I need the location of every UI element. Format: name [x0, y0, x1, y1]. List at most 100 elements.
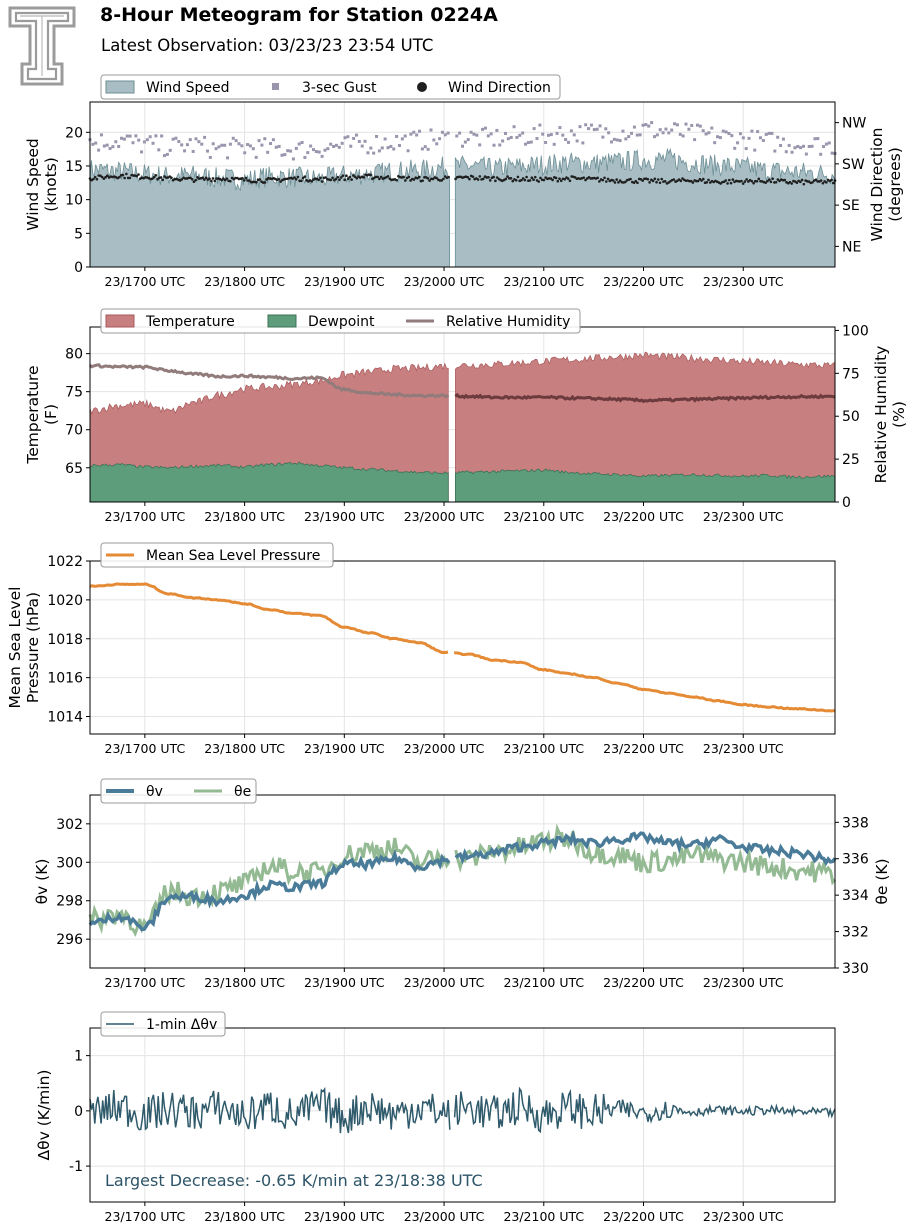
x-tick-label: 23/2300 UTC — [703, 509, 784, 524]
y2-tick-label: 330 — [842, 961, 869, 977]
gust-point — [541, 132, 545, 136]
gust-point — [638, 133, 642, 137]
x-tick-label: 23/2000 UTC — [404, 975, 485, 990]
dewpoint-area — [89, 461, 449, 503]
x-tick-label: 23/2100 UTC — [503, 1209, 584, 1224]
gust-point — [334, 143, 338, 147]
wind-direction-point — [331, 176, 334, 180]
gust-point — [816, 137, 820, 141]
wind-direction-point — [341, 174, 345, 177]
x-tick-label: 23/1700 UTC — [105, 1209, 186, 1224]
gust-point — [122, 137, 126, 141]
y-tick-label: 75 — [65, 385, 83, 401]
wind-direction-point — [229, 179, 232, 183]
x-tick-label: 23/2200 UTC — [603, 1209, 684, 1224]
gust-point — [552, 142, 556, 146]
gust-point — [483, 126, 487, 130]
legend-swatch — [417, 82, 427, 92]
gust-point — [589, 123, 593, 127]
wind-direction-point — [530, 176, 534, 180]
wind-direction-point — [395, 178, 398, 182]
gust-point — [690, 123, 694, 127]
gust-point — [501, 139, 505, 143]
gust-point — [529, 140, 533, 144]
wind-direction-point — [350, 178, 353, 181]
gust-point — [148, 135, 152, 139]
gust-point — [770, 131, 774, 135]
gust-point — [220, 143, 224, 147]
wind-direction-point — [339, 176, 343, 179]
gust-point — [776, 135, 780, 139]
legend-box — [100, 778, 257, 804]
wind-direction-point — [582, 176, 586, 179]
y2-tick-label: SE — [842, 198, 860, 214]
wind-direction-point — [378, 177, 381, 181]
y2-tick-label: NE — [842, 239, 861, 255]
gust-point — [191, 149, 195, 153]
gust-point — [630, 131, 634, 135]
gust-point — [440, 130, 444, 134]
wind-direction-point — [220, 178, 223, 182]
wind-direction-point — [601, 178, 605, 182]
wind-direction-point — [696, 179, 700, 183]
delta-theta-line — [453, 1086, 836, 1134]
wind-direction-point — [345, 174, 348, 178]
gust-point — [289, 149, 293, 153]
gust-point — [475, 133, 479, 137]
gust-point — [266, 150, 270, 154]
wind-direction-point — [769, 180, 773, 184]
gust-point — [340, 141, 344, 145]
theta-e-line — [454, 823, 837, 886]
wind-direction-point — [551, 178, 554, 182]
wind-direction-point — [745, 178, 748, 181]
legend-label: Relative Humidity — [446, 314, 570, 330]
gust-point — [211, 142, 215, 146]
wind-direction-point — [611, 179, 615, 182]
gust-point — [306, 151, 310, 155]
gust-point — [521, 131, 525, 135]
wind-direction-point — [825, 181, 828, 184]
gust-point — [655, 133, 659, 137]
gust-point — [592, 128, 596, 132]
gust-point — [753, 148, 757, 152]
wind-direction-point — [428, 179, 431, 182]
x-tick-label: 23/1800 UTC — [204, 741, 285, 756]
wind-direction-point — [320, 180, 324, 183]
wind-direction-point — [660, 177, 664, 181]
wind-direction-point — [426, 177, 430, 180]
legend-swatch — [105, 314, 135, 328]
wind-direction-point — [494, 179, 497, 183]
wind-direction-point — [629, 177, 632, 181]
legend-box — [100, 74, 561, 100]
x-tick-label: 23/2100 UTC — [503, 975, 584, 990]
y2-tick-label: 0 — [842, 495, 851, 511]
wind-direction-point — [757, 177, 761, 181]
y-tick-label: 1016 — [47, 671, 83, 687]
gust-point — [727, 132, 731, 136]
x-tick-label: 23/1700 UTC — [105, 274, 186, 289]
gust-point — [297, 142, 301, 146]
legend-label: Dewpoint — [308, 314, 375, 330]
wind-direction-point — [213, 179, 217, 183]
y-tick-label: 5 — [74, 226, 83, 242]
theta-e-axis-label: θe (K) — [873, 858, 891, 904]
wind-direction-point — [802, 182, 806, 186]
gust-point — [535, 137, 539, 141]
gust-point — [251, 147, 255, 151]
wind-direction-point — [618, 179, 622, 182]
x-tick-label: 23/1700 UTC — [105, 975, 186, 990]
gust-point — [498, 143, 502, 147]
x-tick-label: 23/2300 UTC — [703, 975, 784, 990]
gust-point — [277, 144, 281, 148]
gust-point — [492, 143, 496, 147]
wind-direction-point — [528, 179, 532, 182]
gust-point — [546, 133, 550, 137]
gust-point — [784, 150, 788, 154]
wind-direction-point — [691, 181, 695, 184]
legend-swatch — [272, 83, 279, 90]
gust-point — [415, 133, 419, 137]
wind-direction-point — [190, 177, 194, 181]
gust-point — [607, 131, 611, 135]
wind-direction-point — [466, 175, 469, 179]
gust-point — [274, 145, 278, 149]
